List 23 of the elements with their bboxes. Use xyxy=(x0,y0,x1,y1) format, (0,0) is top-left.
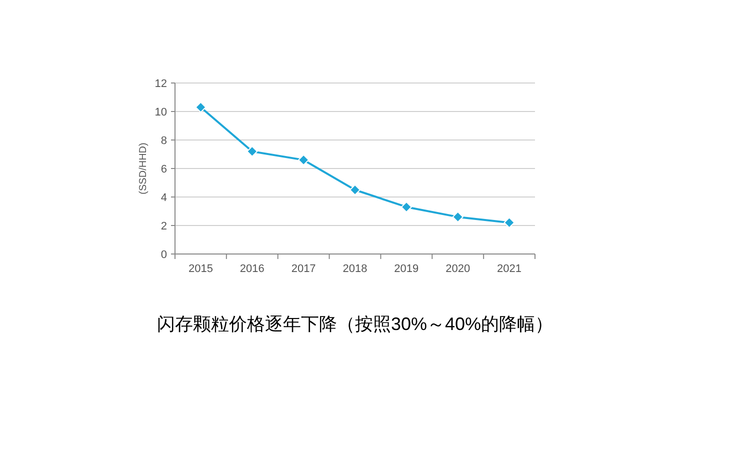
x-tick-label: 2021 xyxy=(497,263,522,275)
point xyxy=(504,217,515,228)
point xyxy=(195,102,206,113)
point xyxy=(400,201,412,212)
point xyxy=(350,184,360,196)
point xyxy=(298,154,310,166)
y-axis-title: (SSD/HHD) xyxy=(138,142,149,194)
y-tick-label: 10 xyxy=(154,106,167,118)
x-tick-label: 2018 xyxy=(342,263,368,275)
point xyxy=(246,146,258,157)
x-tick-label: 2019 xyxy=(394,263,419,275)
x-tick-label: 2020 xyxy=(446,263,470,275)
y-tick-label: 8 xyxy=(160,135,167,147)
x-tick-label: 2016 xyxy=(240,263,264,275)
y-tick-label: 0 xyxy=(160,249,167,261)
y-tick-label: 2 xyxy=(160,220,167,232)
y-tick-label: 6 xyxy=(160,164,167,176)
y-tick-label: 4 xyxy=(160,192,167,204)
x-tick-label: 2017 xyxy=(291,263,316,275)
x-tick-label: 2015 xyxy=(188,263,213,275)
text: 闪存颗粒价格逐年下降（按照30%～40%的降幅） xyxy=(156,314,554,334)
point xyxy=(452,211,464,222)
y-tick-label: 12 xyxy=(154,78,167,90)
